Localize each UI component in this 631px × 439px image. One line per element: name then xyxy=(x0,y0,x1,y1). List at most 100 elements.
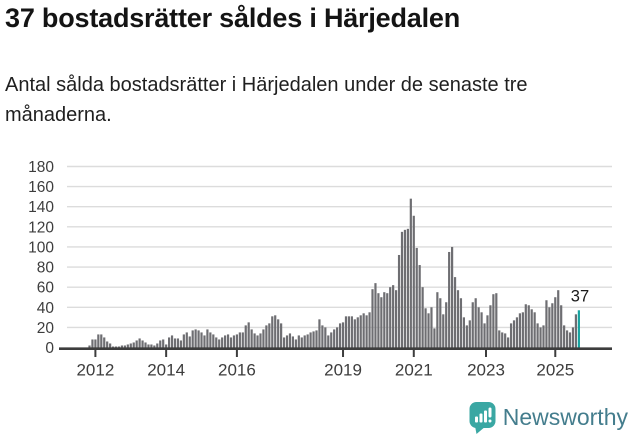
bar xyxy=(268,323,271,348)
bar xyxy=(377,293,380,348)
bar xyxy=(489,305,492,348)
bar xyxy=(409,198,412,348)
bar xyxy=(132,342,135,348)
bar xyxy=(468,320,471,348)
y-axis-tick-label: 0 xyxy=(45,340,54,357)
bar xyxy=(336,327,339,348)
bar xyxy=(141,340,144,348)
bar xyxy=(330,332,333,348)
bar xyxy=(259,333,262,348)
bar xyxy=(250,329,253,348)
bar xyxy=(427,313,430,348)
bar xyxy=(504,333,507,348)
bar xyxy=(306,334,309,348)
bar xyxy=(327,335,330,348)
y-axis-tick-label: 180 xyxy=(28,159,54,176)
bar xyxy=(120,345,124,348)
bar xyxy=(111,346,115,348)
bar xyxy=(527,305,530,348)
bar xyxy=(232,335,236,348)
bar xyxy=(400,231,404,348)
bar xyxy=(294,339,297,348)
bar xyxy=(280,323,283,348)
bar xyxy=(545,300,548,348)
bar xyxy=(100,334,103,348)
bar xyxy=(456,290,460,348)
bar xyxy=(315,330,318,348)
y-axis-tick-label: 120 xyxy=(28,219,54,236)
bar xyxy=(144,342,147,348)
bar xyxy=(397,254,401,348)
bar xyxy=(303,335,306,348)
bar xyxy=(356,317,359,348)
bar xyxy=(244,325,247,348)
bar xyxy=(374,283,377,348)
bar xyxy=(471,302,474,348)
y-axis-tick-label: 160 xyxy=(28,179,54,196)
bar xyxy=(477,307,480,348)
bar xyxy=(436,292,439,348)
bar xyxy=(365,315,368,348)
bar xyxy=(221,337,224,348)
bar xyxy=(188,336,191,348)
bar xyxy=(554,297,557,348)
bar xyxy=(153,345,156,348)
bar xyxy=(262,329,265,348)
bar xyxy=(453,277,457,348)
bar xyxy=(439,298,442,348)
bar xyxy=(501,332,504,348)
latest-value-annotation: 37 xyxy=(571,287,589,305)
bar-highlight-latest xyxy=(577,310,580,348)
bar xyxy=(389,287,392,348)
bar xyxy=(238,332,241,348)
bar xyxy=(362,313,365,348)
bar xyxy=(256,335,259,348)
bar xyxy=(288,333,292,348)
bar xyxy=(347,316,351,348)
bar xyxy=(106,341,109,348)
x-axis-year-label: 2014 xyxy=(147,361,185,380)
y-axis-tick-label: 100 xyxy=(28,239,54,256)
bar xyxy=(218,339,221,348)
bar xyxy=(274,315,277,348)
bar xyxy=(412,215,415,348)
bar xyxy=(229,337,233,348)
y-axis-tick-label: 20 xyxy=(37,320,55,337)
bar xyxy=(194,329,197,348)
bar xyxy=(415,247,418,348)
y-axis-tick-label: 60 xyxy=(37,280,55,297)
bar xyxy=(235,334,238,348)
y-axis-tick-label: 140 xyxy=(28,199,54,216)
bar xyxy=(312,331,315,348)
bar xyxy=(138,338,141,348)
bar xyxy=(300,337,303,348)
bar xyxy=(265,325,268,348)
x-axis-year-label: 2021 xyxy=(395,361,433,380)
bar xyxy=(97,334,100,348)
bar xyxy=(442,314,445,348)
bar xyxy=(483,323,486,348)
bar xyxy=(406,228,409,348)
bar xyxy=(271,316,274,348)
bar xyxy=(253,333,256,348)
bar xyxy=(474,298,477,348)
bar xyxy=(209,332,212,348)
bar xyxy=(521,312,524,348)
bar xyxy=(459,298,463,348)
bar xyxy=(392,285,395,348)
bar xyxy=(156,343,159,348)
bar xyxy=(206,329,209,348)
bar xyxy=(94,339,97,348)
bar xyxy=(512,320,516,348)
bar xyxy=(91,339,94,348)
bar xyxy=(126,344,129,348)
bar xyxy=(291,336,295,348)
x-axis-year-label: 2016 xyxy=(218,361,256,380)
bar xyxy=(533,312,536,348)
bar xyxy=(557,290,560,348)
bar xyxy=(147,344,150,348)
bar xyxy=(465,325,468,348)
bar xyxy=(333,329,336,348)
bar xyxy=(563,325,566,348)
